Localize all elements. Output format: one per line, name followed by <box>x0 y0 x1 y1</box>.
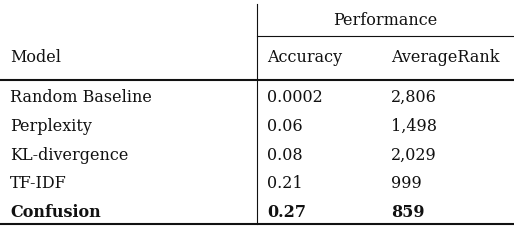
Text: AverageRank: AverageRank <box>391 49 499 66</box>
Text: 0.21: 0.21 <box>267 175 303 192</box>
Text: TF-IDF: TF-IDF <box>10 175 67 192</box>
Text: Accuracy: Accuracy <box>267 49 342 66</box>
Text: 0.06: 0.06 <box>267 117 303 134</box>
Text: Random Baseline: Random Baseline <box>10 89 152 106</box>
Text: 0.08: 0.08 <box>267 146 303 163</box>
Text: Perplexity: Perplexity <box>10 117 92 134</box>
Text: 1,498: 1,498 <box>391 117 436 134</box>
Text: Confusion: Confusion <box>10 203 101 220</box>
Text: Model: Model <box>10 49 61 66</box>
Text: 999: 999 <box>391 175 421 192</box>
Text: 0.0002: 0.0002 <box>267 89 323 106</box>
Text: 2,029: 2,029 <box>391 146 436 163</box>
Text: KL-divergence: KL-divergence <box>10 146 128 163</box>
Text: 859: 859 <box>391 203 424 220</box>
Text: 0.27: 0.27 <box>267 203 306 220</box>
Text: 2,806: 2,806 <box>391 89 436 106</box>
Text: Performance: Performance <box>334 12 437 29</box>
